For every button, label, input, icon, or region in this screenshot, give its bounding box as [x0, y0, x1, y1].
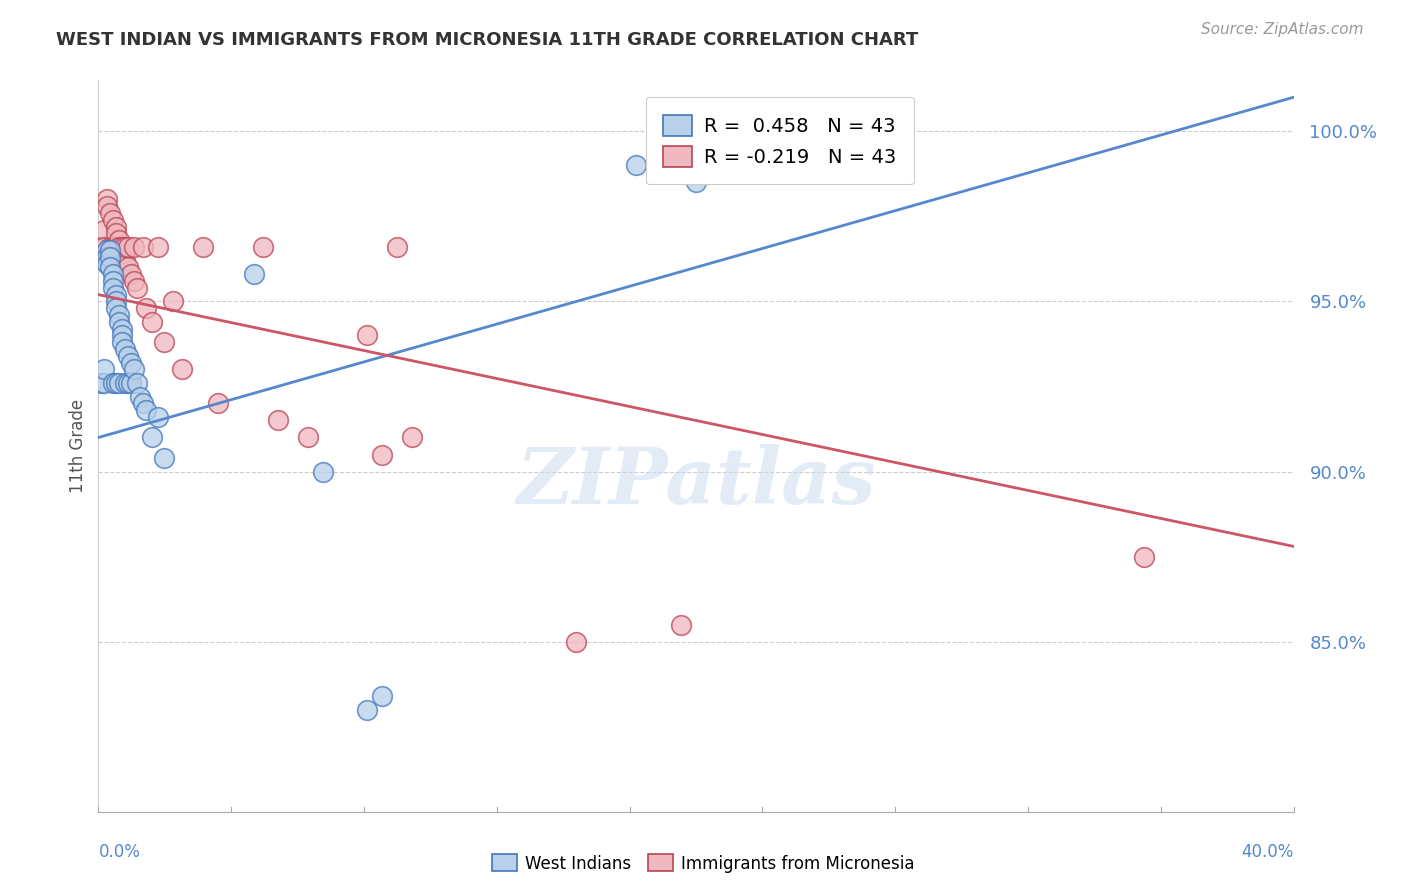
Point	[111, 321, 134, 335]
Point	[127, 281, 149, 295]
Point	[356, 703, 378, 717]
Point	[297, 430, 319, 444]
Point	[93, 223, 115, 237]
Point	[96, 257, 118, 271]
Point	[90, 240, 112, 254]
Point	[124, 362, 146, 376]
Point	[148, 240, 170, 254]
Point	[96, 244, 118, 258]
Point	[669, 617, 692, 632]
Point	[120, 356, 142, 370]
Point	[117, 349, 139, 363]
Point	[105, 301, 128, 316]
Point	[207, 396, 229, 410]
Point	[120, 267, 142, 281]
Point	[114, 240, 136, 254]
Point	[1133, 549, 1156, 564]
Point	[120, 376, 142, 390]
Point	[100, 260, 122, 275]
Point	[105, 287, 128, 301]
Point	[117, 376, 139, 390]
Point	[111, 328, 134, 343]
Legend: R =  0.458   N = 43, R = -0.219   N = 43: R = 0.458 N = 43, R = -0.219 N = 43	[645, 97, 914, 185]
Point	[93, 362, 115, 376]
Point	[93, 376, 115, 390]
Point	[108, 315, 131, 329]
Point	[103, 376, 125, 390]
Point	[127, 376, 149, 390]
Point	[96, 192, 118, 206]
Point	[252, 240, 274, 254]
Point	[103, 267, 125, 281]
Point	[153, 450, 176, 465]
Text: 0.0%: 0.0%	[98, 843, 141, 861]
Point	[105, 240, 128, 254]
Point	[141, 430, 163, 444]
Point	[172, 362, 194, 376]
Text: Source: ZipAtlas.com: Source: ZipAtlas.com	[1201, 22, 1364, 37]
Point	[100, 244, 122, 258]
Point	[685, 175, 707, 189]
Point	[117, 240, 139, 254]
Point	[153, 335, 176, 350]
Point	[108, 240, 131, 254]
Point	[356, 328, 378, 343]
Point	[103, 281, 125, 295]
Point	[124, 240, 146, 254]
Point	[132, 396, 155, 410]
Text: WEST INDIAN VS IMMIGRANTS FROM MICRONESIA 11TH GRADE CORRELATION CHART: WEST INDIAN VS IMMIGRANTS FROM MICRONESI…	[56, 31, 918, 49]
Point	[105, 227, 128, 241]
Point	[135, 301, 157, 316]
Text: ZIPatlas: ZIPatlas	[516, 444, 876, 521]
Point	[117, 260, 139, 275]
Point	[100, 250, 122, 264]
Point	[96, 250, 118, 264]
Point	[93, 240, 115, 254]
Point	[141, 315, 163, 329]
Point	[124, 274, 146, 288]
Point	[135, 403, 157, 417]
Point	[105, 294, 128, 309]
Point	[103, 240, 125, 254]
Point	[105, 376, 128, 390]
Point	[108, 233, 131, 247]
Point	[103, 212, 125, 227]
Text: 40.0%: 40.0%	[1241, 843, 1294, 861]
Point	[401, 430, 423, 444]
Point	[385, 240, 409, 254]
Point	[565, 634, 588, 648]
Point	[111, 247, 134, 261]
Point	[132, 240, 155, 254]
Point	[267, 413, 290, 427]
Legend: West Indians, Immigrants from Micronesia: West Indians, Immigrants from Micronesia	[485, 847, 921, 880]
Y-axis label: 11th Grade: 11th Grade	[69, 399, 87, 493]
Point	[108, 308, 131, 322]
Point	[100, 206, 122, 220]
Point	[162, 294, 184, 309]
Point	[311, 465, 333, 479]
Point	[114, 342, 136, 356]
Point	[103, 274, 125, 288]
Point	[105, 219, 128, 234]
Point	[114, 376, 136, 390]
Point	[191, 240, 214, 254]
Point	[96, 199, 118, 213]
Point	[90, 376, 112, 390]
Point	[148, 410, 170, 425]
Point	[371, 448, 394, 462]
Point	[111, 240, 134, 254]
Point	[108, 376, 131, 390]
Point	[626, 158, 648, 172]
Point	[114, 253, 136, 268]
Point	[129, 390, 152, 404]
Point	[100, 240, 122, 254]
Point	[371, 689, 394, 703]
Point	[243, 267, 266, 281]
Point	[111, 335, 134, 350]
